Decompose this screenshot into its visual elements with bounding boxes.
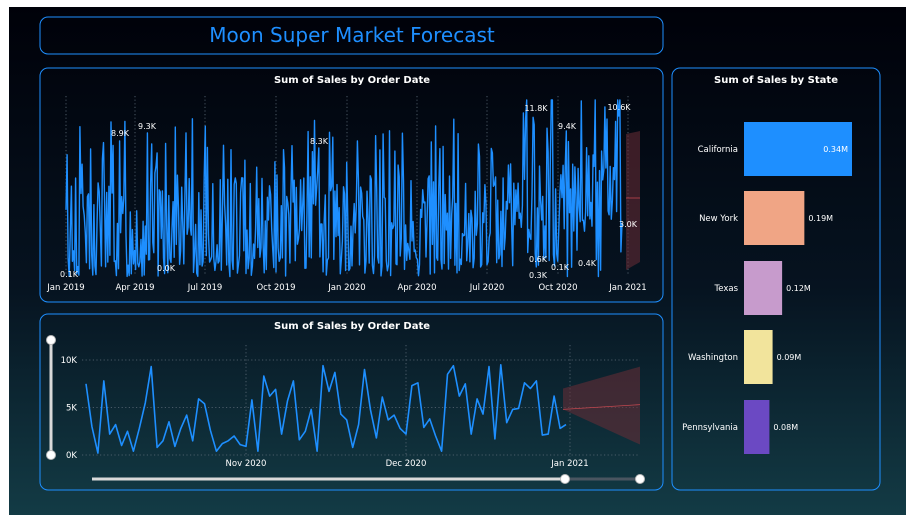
state-bar-california[interactable] [744,122,852,176]
data-label: 0.1K [60,270,79,279]
data-label: 10.6K [607,103,631,112]
state-chart-title: Sum of Sales by State [714,75,838,86]
state-bar-texas[interactable] [744,261,783,315]
daily-chart-annotations: 0.1K 8.9K 9.3K 0.0K 8.3K 11.8K 9.4K 10.6… [60,103,638,280]
x-tick-label: Apr 2020 [397,283,436,293]
zoom-forecast-band [563,366,640,445]
state-label: Washington [688,353,738,363]
state-category-labels: California New York Texas Washington Pen… [682,145,738,433]
state-value-label: 0.08M [773,423,798,432]
data-label: 8.3K [310,137,329,146]
x-tick-label: Dec 2020 [386,459,427,469]
data-label: 0.1K [551,263,570,272]
zoom-forecast-line [562,404,641,410]
daily-chart-title: Sum of Sales by Order Date [274,75,430,86]
data-label: 9.4K [558,122,577,131]
zoom-chart-title: Sum of Sales by Order Date [274,321,430,332]
dashboard-title: Moon Super Market Forecast [209,23,495,47]
x-tick-label: Apr 2019 [115,283,154,293]
x-tick-label: Nov 2020 [226,459,267,469]
state-label: Texas [714,284,739,294]
panel-daily-sales [39,67,664,303]
data-label: 0.6K [529,255,548,264]
data-label: 0.0K [157,264,176,273]
zoom-chart-y-axis: 10K 5K 0K [61,356,78,461]
state-value-label: 0.19M [808,214,833,223]
daily-chart-x-axis: Jan 2019 Apr 2019 Jul 2019 Oct 2019 Jan … [46,283,646,293]
x-tick-label: Jan 2021 [608,283,646,293]
state-label: Pennsylvania [682,423,738,433]
data-label: 0.4K [578,259,597,268]
state-value-label: 0.12M [786,284,811,293]
state-value-labels: 0.34M 0.19M 0.12M 0.09M 0.08M [773,145,848,432]
data-label: 8.9K [111,129,130,138]
state-bar-new-york[interactable] [744,191,805,245]
y-tick-label: 10K [61,356,78,366]
state-bar-washington[interactable] [744,330,773,384]
state-value-label: 0.34M [823,145,848,154]
y-tick-label: 0K [66,451,77,461]
data-label: 11.8K [524,104,548,113]
state-label: New York [699,214,738,224]
data-label: 0.3K [529,271,548,280]
x-tick-label: Jan 2019 [46,283,84,293]
state-label: California [698,145,738,155]
title-frame [39,16,664,55]
zoom-chart-x-axis: Nov 2020 Dec 2020 Jan 2021 [226,459,589,469]
panel-sales-by-state [671,67,881,491]
state-value-label: 0.09M [777,353,802,362]
data-label: 3.0K [619,220,638,229]
daily-forecast-band [626,131,640,270]
state-bars [744,122,852,454]
x-tick-label: Jan 2020 [327,283,365,293]
y-tick-label: 5K [66,404,77,414]
x-tick-label: Jul 2019 [187,283,223,293]
x-tick-label: Oct 2020 [538,283,577,293]
panel-zoom-sales [39,313,664,491]
state-bar-pennsylvania[interactable] [744,400,770,454]
vertical-zoom-handle-top[interactable] [46,335,56,345]
zoom-sales-series [85,363,567,454]
x-tick-label: Oct 2019 [256,283,295,293]
zoom-chart-gridlines [82,345,640,457]
horizontal-zoom-handle-left[interactable] [560,474,570,484]
x-tick-label: Jul 2020 [469,283,505,293]
horizontal-zoom-handle-right[interactable] [635,474,645,484]
vertical-zoom-handle-bottom[interactable] [46,450,56,460]
x-tick-label: Jan 2021 [550,459,588,469]
data-label: 9.3K [138,122,157,131]
daily-sales-series [65,99,623,278]
